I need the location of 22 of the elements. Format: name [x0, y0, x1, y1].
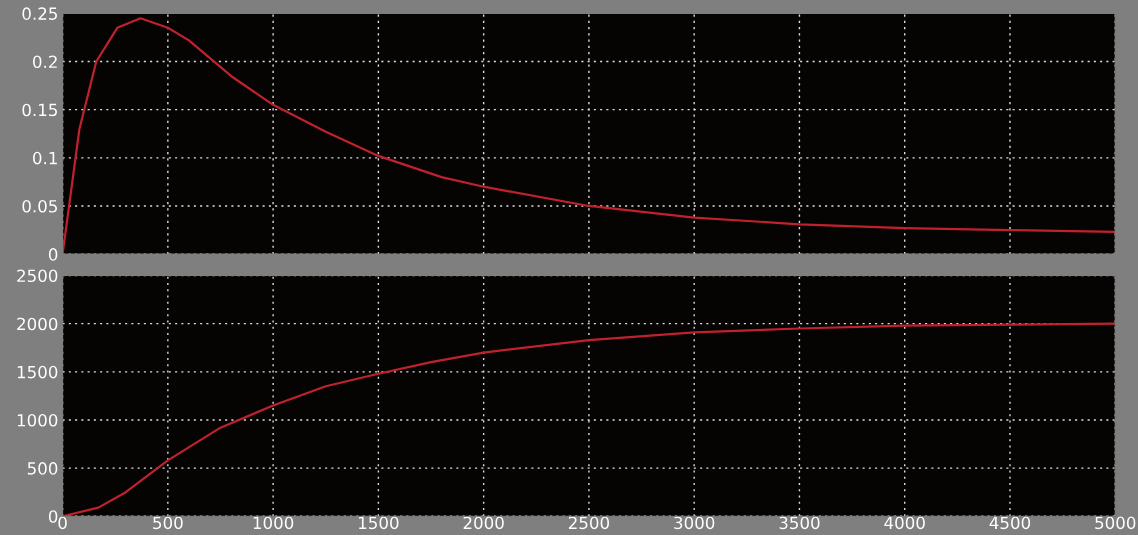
x-tick-label: 4000 [884, 516, 925, 530]
y-tick-label: 1500 [17, 365, 58, 379]
x-tick-label: 500 [153, 516, 183, 530]
x-tick-label: 2500 [568, 516, 610, 530]
y-tick-label: 0 [48, 248, 58, 261]
y-tick-label: 0.05 [22, 199, 57, 213]
x-tick-label: 1000 [253, 516, 294, 530]
y-tick-label: 2500 [17, 269, 58, 283]
y-tick-label: 0.25 [22, 7, 57, 20]
x-tick-label: 2000 [463, 516, 504, 530]
x-tick-label: 3500 [779, 516, 820, 530]
y-tick-label: 0.15 [22, 103, 57, 117]
y-tick-label: 500 [27, 462, 58, 475]
y-tick-label: 2000 [17, 317, 58, 331]
x-tick-label: 0 [58, 516, 67, 530]
y-tick-label: 0.1 [33, 151, 57, 165]
x-tick-label: 1500 [359, 516, 399, 530]
y-tick-label: 0.2 [33, 55, 57, 69]
y-tick-label: 1000 [17, 413, 58, 427]
x-tick-label: 3000 [674, 516, 715, 530]
x-tick-label: 5000 [1095, 516, 1136, 530]
x-tick-label: 4500 [989, 516, 1031, 530]
